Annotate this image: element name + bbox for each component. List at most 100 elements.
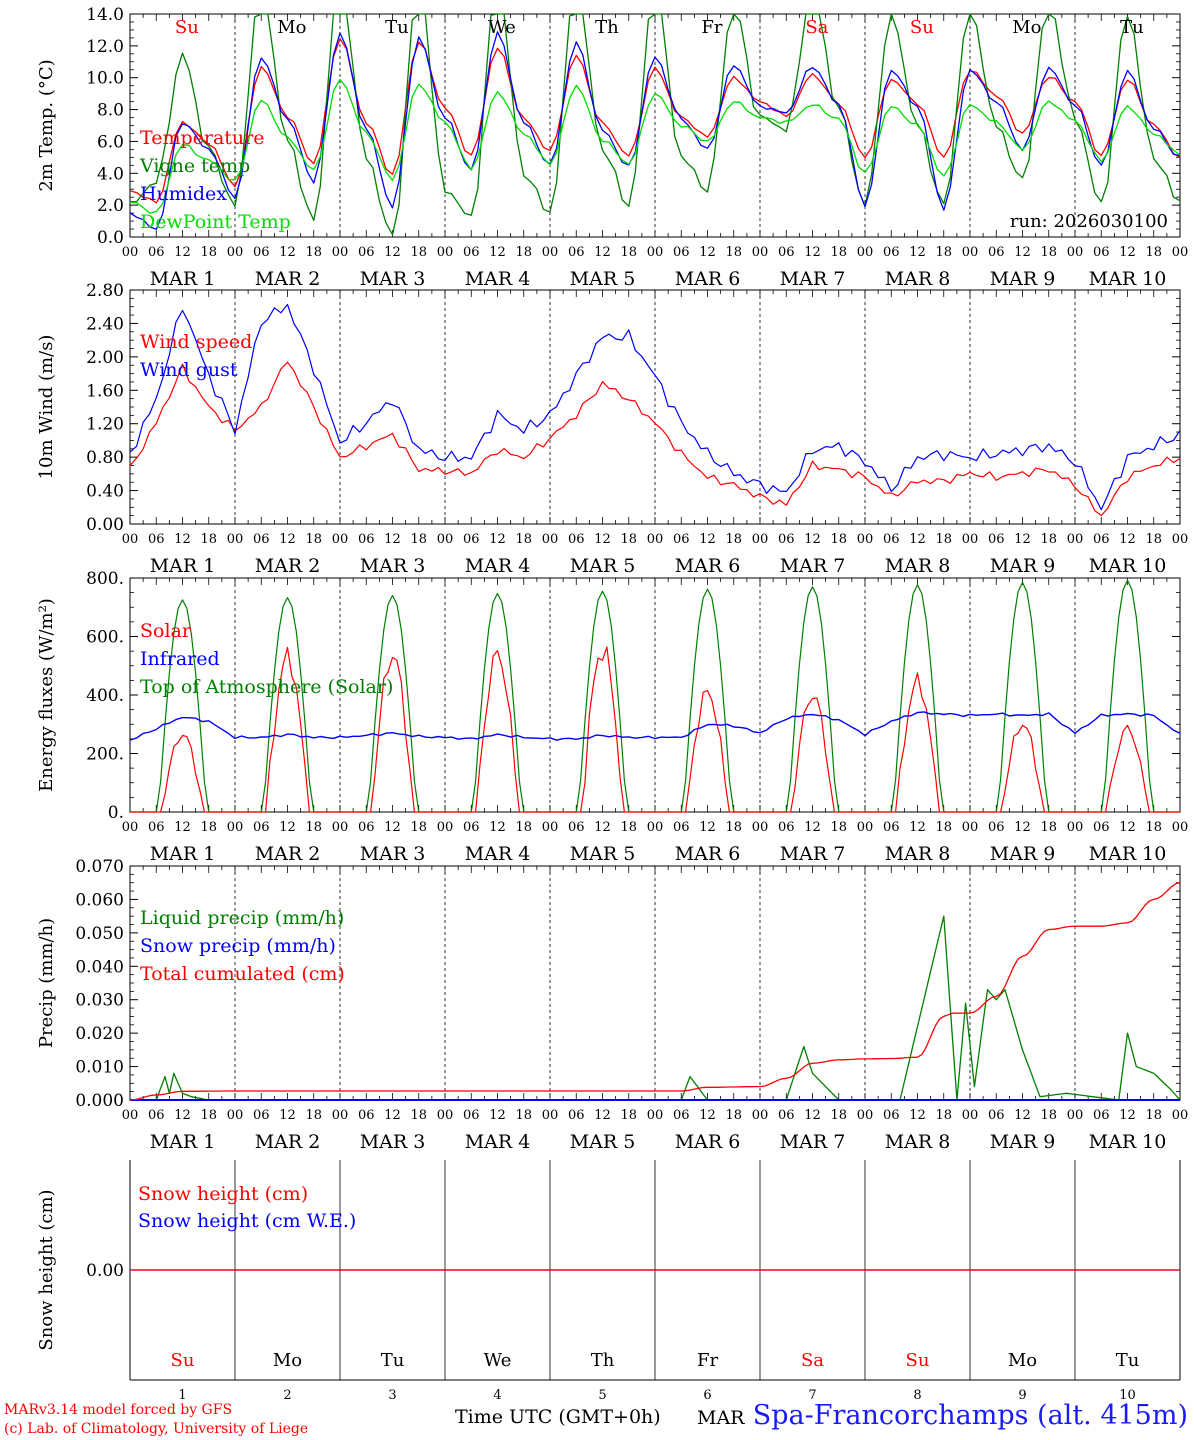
hour-tick-label: 00 [647,245,664,260]
hour-tick-label: 12 [1119,245,1136,260]
y-tick-label: 0.00 [86,515,124,535]
date-label: MAR 3 [360,1131,426,1153]
hour-tick-label: 18 [1040,1108,1057,1123]
day-name-label: Mo [273,1350,302,1371]
hour-tick-label: 18 [305,820,322,835]
hour-tick-label: 18 [1040,245,1057,260]
hour-tick-label: 18 [515,245,532,260]
hour-tick-label: 12 [384,532,401,547]
hour-tick-label: 06 [148,532,165,547]
hour-tick-label: 18 [1145,245,1162,260]
energy-series-line-1 [130,646,1180,813]
date-label: MAR 6 [675,1131,741,1153]
date-label: MAR 9 [990,843,1056,865]
day-number-label: 3 [388,1388,396,1403]
hour-tick-label: 12 [174,532,191,547]
energy-series-line-2 [129,711,1181,741]
temp-legend-2: Vigne temp [139,155,250,177]
precip-y-axis-label: Precip (mm/h) [36,918,57,1048]
date-label: MAR 1 [150,268,216,290]
hour-tick-label: 06 [463,1108,480,1123]
hour-tick-label: 12 [1014,245,1031,260]
hour-tick-label: 18 [725,820,742,835]
hour-tick-label: 00 [542,245,559,260]
hour-tick-label: 12 [1119,532,1136,547]
hour-tick-label: 12 [489,245,506,260]
hour-tick-label: 18 [830,1108,847,1123]
hour-tick-label: 18 [620,820,637,835]
hour-tick-label: 00 [437,532,454,547]
y-tick-label: 12.0 [86,37,124,57]
hour-tick-label: 06 [358,245,375,260]
hour-tick-label: 06 [883,1108,900,1123]
energy-legend-2: Infrared [140,648,220,670]
date-label: MAR 7 [780,1131,846,1153]
hour-tick-label: 00 [542,820,559,835]
hour-tick-label: 00 [857,820,874,835]
hour-tick-label: 06 [568,532,585,547]
hour-tick-label: 06 [673,245,690,260]
hour-tick-label: 12 [909,1108,926,1123]
hour-tick-label: 18 [410,532,427,547]
hour-tick-label: 00 [122,1108,139,1123]
y-tick-label: 1.20 [86,415,124,435]
hour-tick-label: 00 [962,820,979,835]
date-label: MAR 7 [780,268,846,290]
model-credit-line: MARv3.14 model forced by GFS [4,1402,233,1418]
date-label: MAR 8 [885,843,951,865]
date-label: MAR 5 [570,1131,636,1153]
hour-tick-label: 06 [883,532,900,547]
hour-tick-label: 06 [1093,820,1110,835]
hour-tick-label: 00 [227,820,244,835]
hour-tick-label: 18 [1040,820,1057,835]
day-name-label: Mo [277,17,306,38]
hour-tick-label: 12 [279,245,296,260]
hour-tick-label: 06 [148,1108,165,1123]
date-label: MAR 2 [255,555,321,577]
y-tick-label: 2.00 [86,348,124,368]
lab-credit-line: (c) Lab. of Climatology, University of L… [4,1421,309,1437]
day-name-label: Sa [805,17,828,38]
day-number-label: 4 [493,1388,501,1403]
hour-tick-label: 18 [1145,820,1162,835]
hour-tick-label: 12 [384,245,401,260]
hour-tick-label: 12 [594,1108,611,1123]
day-name-label: We [488,17,516,38]
hour-tick-label: 06 [463,245,480,260]
y-tick-label: 2.80 [86,281,124,301]
hour-tick-label: 12 [699,1108,716,1123]
hour-tick-label: 00 [752,532,769,547]
hour-tick-label: 06 [883,820,900,835]
hour-tick-label: 12 [174,1108,191,1123]
hour-tick-label: 06 [1093,245,1110,260]
date-label: MAR 2 [255,268,321,290]
hour-tick-label: 18 [410,820,427,835]
y-tick-label: 4.0 [97,164,124,184]
hour-tick-label: 00 [1172,532,1189,547]
hour-tick-label: 00 [227,532,244,547]
hour-tick-label: 06 [988,245,1005,260]
hour-tick-label: 06 [358,1108,375,1123]
hour-tick-label: 18 [1040,532,1057,547]
hour-tick-label: 00 [1067,1108,1084,1123]
y-tick-label: 400. [86,686,124,706]
hour-tick-label: 06 [988,820,1005,835]
y-tick-label: 0.020 [75,1024,124,1044]
hour-tick-label: 12 [489,1108,506,1123]
date-label: MAR 3 [360,843,426,865]
y-tick-label: 10.0 [86,69,124,89]
hour-tick-label: 12 [489,820,506,835]
wind-y-axis-label: 10m Wind (m/s) [36,335,57,480]
hour-tick-label: 06 [778,820,795,835]
hour-tick-label: 18 [935,1108,952,1123]
date-label: MAR 4 [465,268,531,290]
hour-tick-label: 06 [253,532,270,547]
hour-tick-label: 18 [725,1108,742,1123]
hour-tick-label: 18 [725,245,742,260]
day-number-label: 9 [1018,1388,1026,1403]
y-tick-label: 2.0 [97,196,124,216]
wind-legend-1: Wind speed [140,331,252,353]
hour-tick-label: 12 [384,820,401,835]
energy-y-axis-label: Energy fluxes (W/m²) [36,598,57,792]
hour-tick-label: 18 [935,245,952,260]
